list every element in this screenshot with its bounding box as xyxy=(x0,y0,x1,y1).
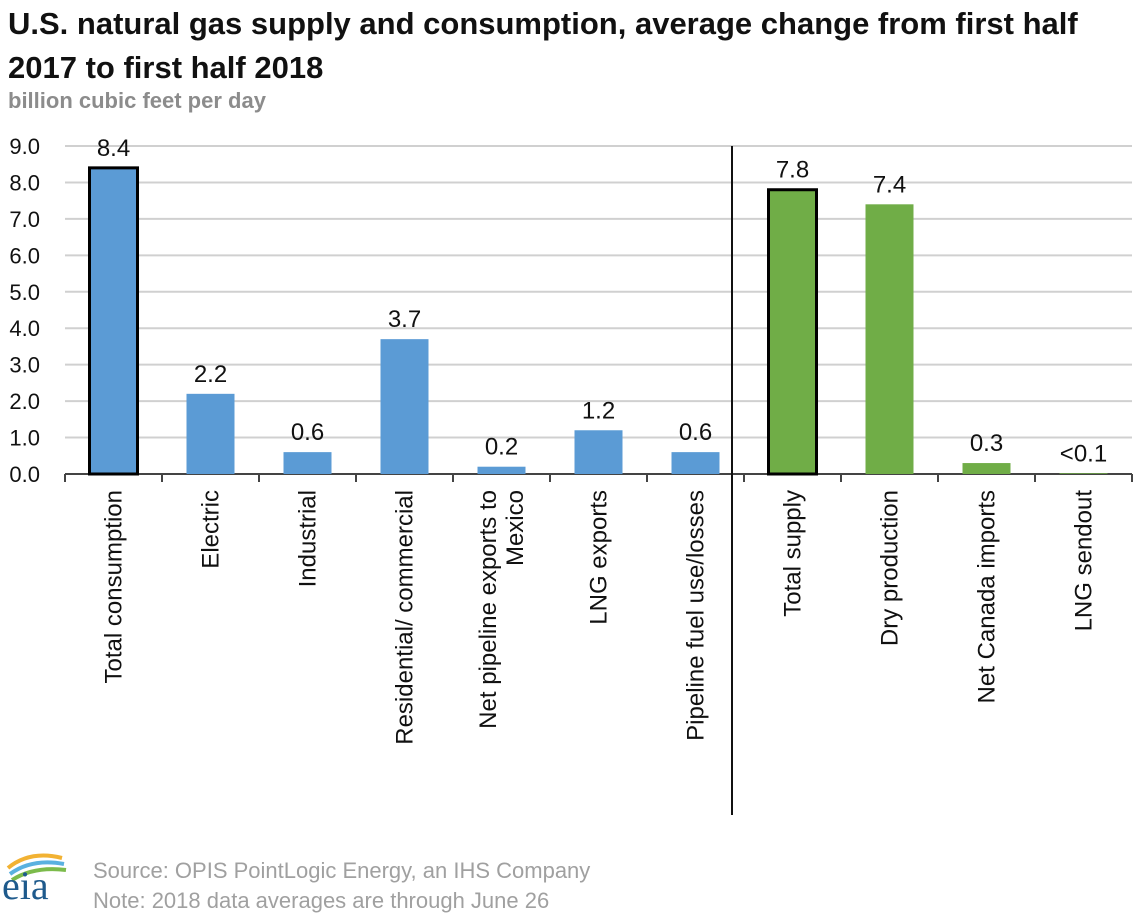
y-tick-label: 1.0 xyxy=(9,426,40,451)
y-tick-label: 5.0 xyxy=(9,280,40,305)
logo-arc xyxy=(6,853,63,870)
bar xyxy=(962,463,1011,474)
bar xyxy=(671,452,720,474)
x-tick-label: Total consumption xyxy=(100,490,127,684)
bar xyxy=(380,339,429,474)
x-tick-label: LNG exports xyxy=(585,490,612,625)
x-tick-label: Residential/ commercial xyxy=(391,490,418,745)
y-tick-label: 0.0 xyxy=(9,462,40,487)
chart-title: U.S. natural gas supply and consumption,… xyxy=(8,6,1078,85)
value-label: 0.6 xyxy=(291,419,324,446)
source: Source: OPIS PointLogic Energy, an IHS C… xyxy=(93,858,591,883)
y-tick-label: 3.0 xyxy=(9,353,40,378)
bar xyxy=(767,188,818,476)
bar xyxy=(865,204,914,475)
value-label: 7.4 xyxy=(873,171,906,198)
y-tick-label: 4.0 xyxy=(9,316,40,341)
x-tick-label: Industrial xyxy=(294,490,321,588)
bar xyxy=(1059,473,1108,474)
y-tick-label: 6.0 xyxy=(9,243,40,268)
y-tick-label: 8.0 xyxy=(9,170,40,195)
logo-arc xyxy=(10,867,67,882)
value-label: <0.1 xyxy=(1060,440,1107,467)
value-label: 0.6 xyxy=(679,419,712,446)
x-tick-label: Electric xyxy=(197,490,224,569)
y-tick-label: 9.0 xyxy=(9,134,40,159)
x-tick-label: Pipeline fuel use/losses xyxy=(682,490,709,741)
bar xyxy=(283,452,332,474)
bar xyxy=(88,166,139,476)
subtitle: billion cubic feet per day xyxy=(8,88,266,113)
value-label: 1.2 xyxy=(582,397,615,424)
note: Note: 2018 data averages are through Jun… xyxy=(93,888,550,913)
value-label: 3.7 xyxy=(388,306,421,333)
y-tick-label: 2.0 xyxy=(9,389,40,414)
logo: eia xyxy=(2,863,49,908)
value-label: 2.2 xyxy=(194,361,227,388)
value-label: 8.4 xyxy=(97,135,130,162)
y-tick-label: 7.0 xyxy=(9,207,40,232)
x-tick-label: LNG sendout xyxy=(1070,490,1097,632)
x-tick-label: Dry production xyxy=(876,490,903,647)
bar xyxy=(186,393,235,474)
bar xyxy=(574,430,623,474)
x-tick-label: Net Canada imports xyxy=(973,490,1000,704)
value-label: 0.3 xyxy=(970,430,1003,457)
value-label: 0.2 xyxy=(485,434,518,461)
x-tick-label: Net pipeline exports to Mexico xyxy=(474,490,529,729)
value-label: 7.8 xyxy=(776,157,809,184)
x-tick-label: Total supply xyxy=(779,490,806,617)
logo-arc xyxy=(8,860,65,876)
bar xyxy=(477,466,526,474)
